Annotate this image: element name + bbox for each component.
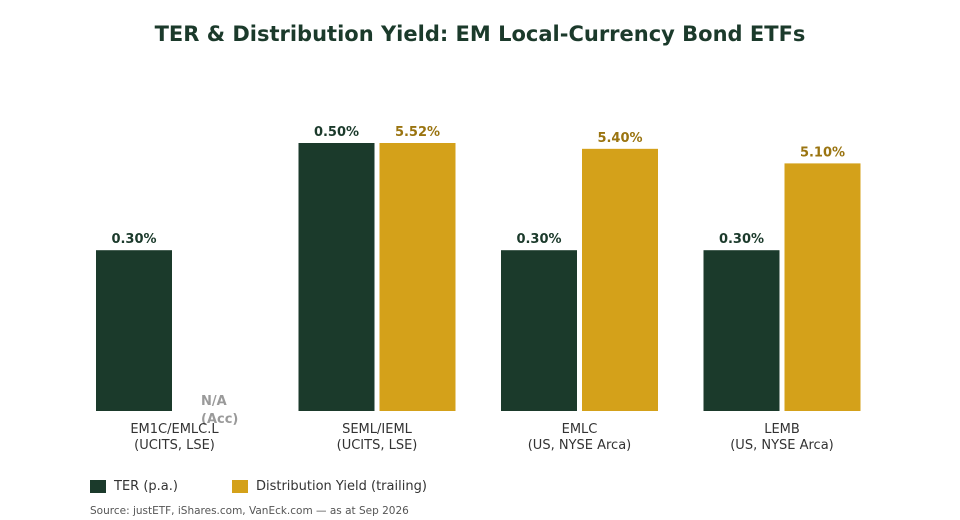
bar-chart: 0.30%N/A (Acc)EM1C/EMLC.L(UCITS, LSE)0.50…: [96, 125, 861, 453]
chart-title: TER & Distribution Yield: EM Local-Curre…: [154, 22, 806, 46]
legend-swatch-ter: [90, 480, 106, 493]
legend: TER (p.a.) Distribution Yield (trailing): [90, 479, 427, 494]
category-label: EM1C/EMLC.L: [130, 422, 219, 437]
data-label-ter: 0.50%: [314, 125, 359, 140]
legend-label-yield: Distribution Yield (trailing): [255, 479, 427, 494]
legend-swatch-yield: [231, 480, 248, 493]
bar-yield: [784, 163, 861, 411]
category-sublabel: (US, NYSE Arca): [730, 438, 834, 453]
data-label-na: N/A (Acc): [201, 394, 238, 427]
bar-ter: [501, 250, 577, 411]
bar-yield: [379, 143, 456, 411]
category-sublabel: (UCITS, LSE): [337, 438, 418, 453]
data-label-yield: 5.10%: [800, 145, 845, 160]
category-sublabel: (US, NYSE Arca): [528, 438, 632, 453]
category-label: LEMB: [764, 422, 800, 437]
bar-ter: [96, 250, 172, 411]
legend-item-ter: TER (p.a.): [90, 479, 178, 494]
category-label: EMLC: [562, 422, 598, 437]
category-label: SEML/IEML: [342, 422, 413, 437]
data-label-ter: 0.30%: [516, 232, 561, 247]
data-label-yield: 5.40%: [597, 131, 642, 146]
legend-label-ter: TER (p.a.): [114, 479, 178, 494]
legend-item-yield: Distribution Yield (trailing): [231, 479, 427, 494]
data-label-ter: 0.30%: [111, 232, 156, 247]
bar-ter: [703, 250, 780, 411]
bar-ter: [298, 143, 375, 411]
data-label-ter: 0.30%: [719, 232, 764, 247]
bar-yield: [582, 148, 658, 411]
source-note: Source: justETF, iShares.com, VanEck.com…: [90, 505, 409, 517]
data-label-yield: 5.52%: [395, 125, 440, 140]
category-sublabel: (UCITS, LSE): [134, 438, 215, 453]
